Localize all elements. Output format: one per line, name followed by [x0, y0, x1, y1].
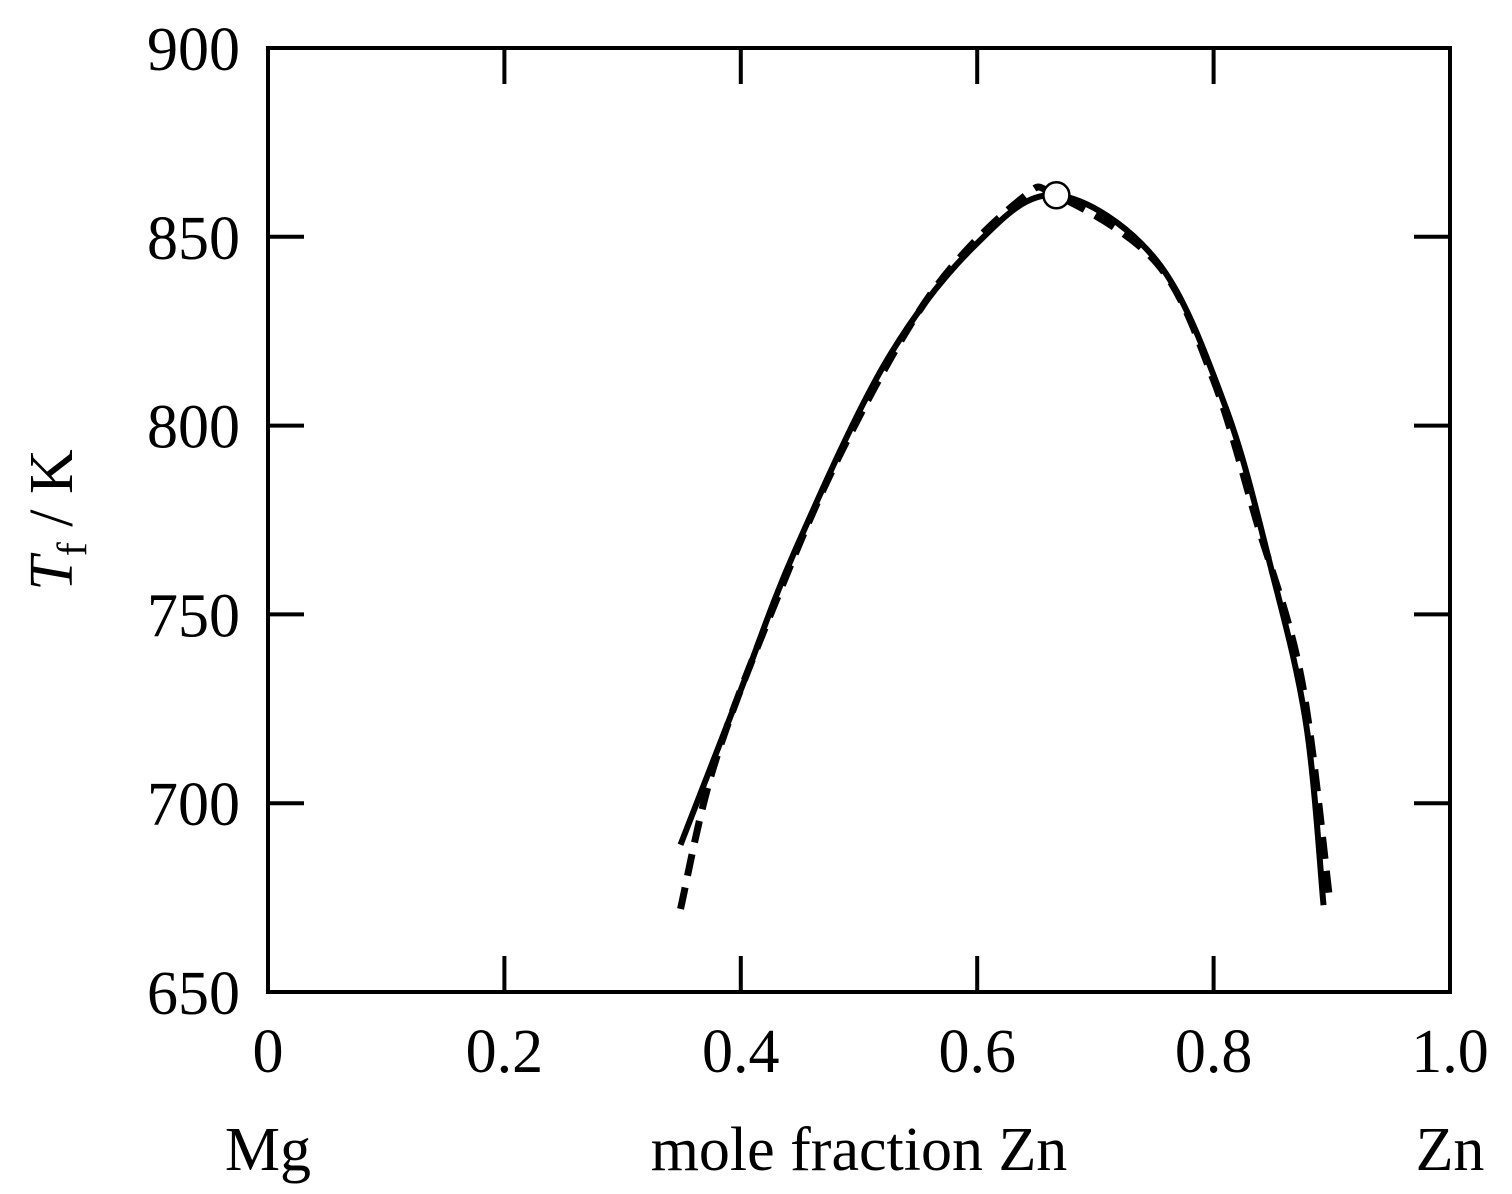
- y-axis-label: Tf / K: [18, 449, 96, 591]
- x-tick-label: 0: [253, 1018, 284, 1086]
- solid-curve: [677, 192, 1327, 906]
- y-tick-label: 850: [147, 205, 240, 273]
- curves: [677, 181, 1333, 910]
- y-tick-label: 650: [147, 960, 240, 1028]
- x-axis-left-end-label: Mg: [225, 1116, 311, 1184]
- y-tick-label: 750: [147, 582, 240, 650]
- y-tick-label: 900: [147, 16, 240, 84]
- x-axis-right-end-label: Zn: [1416, 1116, 1485, 1184]
- y-axis-label-unit: / K: [18, 449, 86, 542]
- maximum-point-marker: [1042, 181, 1071, 210]
- y-axis-label-subscript: f: [50, 542, 96, 556]
- svg-text:Tf / K: Tf / K: [18, 449, 96, 591]
- x-tick-label: 1.0: [1411, 1018, 1489, 1086]
- x-tick-label: 0.8: [1175, 1018, 1253, 1086]
- y-tick-label: 700: [147, 771, 240, 839]
- dashed-curve: [677, 183, 1333, 910]
- y-axis-label-symbol: T: [18, 552, 86, 591]
- x-tick-label: 0.4: [702, 1018, 780, 1086]
- x-tick-label: 0.2: [466, 1018, 544, 1086]
- x-axis-label: mole fraction Zn: [651, 1116, 1068, 1184]
- tick-labels: 0 0.2 0.4 0.6 0.8 1.0 650 700 750 800 850 900: [147, 16, 1489, 1086]
- x-tick-label: 0.6: [938, 1018, 1016, 1086]
- ticks: [268, 48, 1450, 992]
- plot-frame: [266, 46, 1452, 994]
- y-tick-label: 800: [147, 394, 240, 462]
